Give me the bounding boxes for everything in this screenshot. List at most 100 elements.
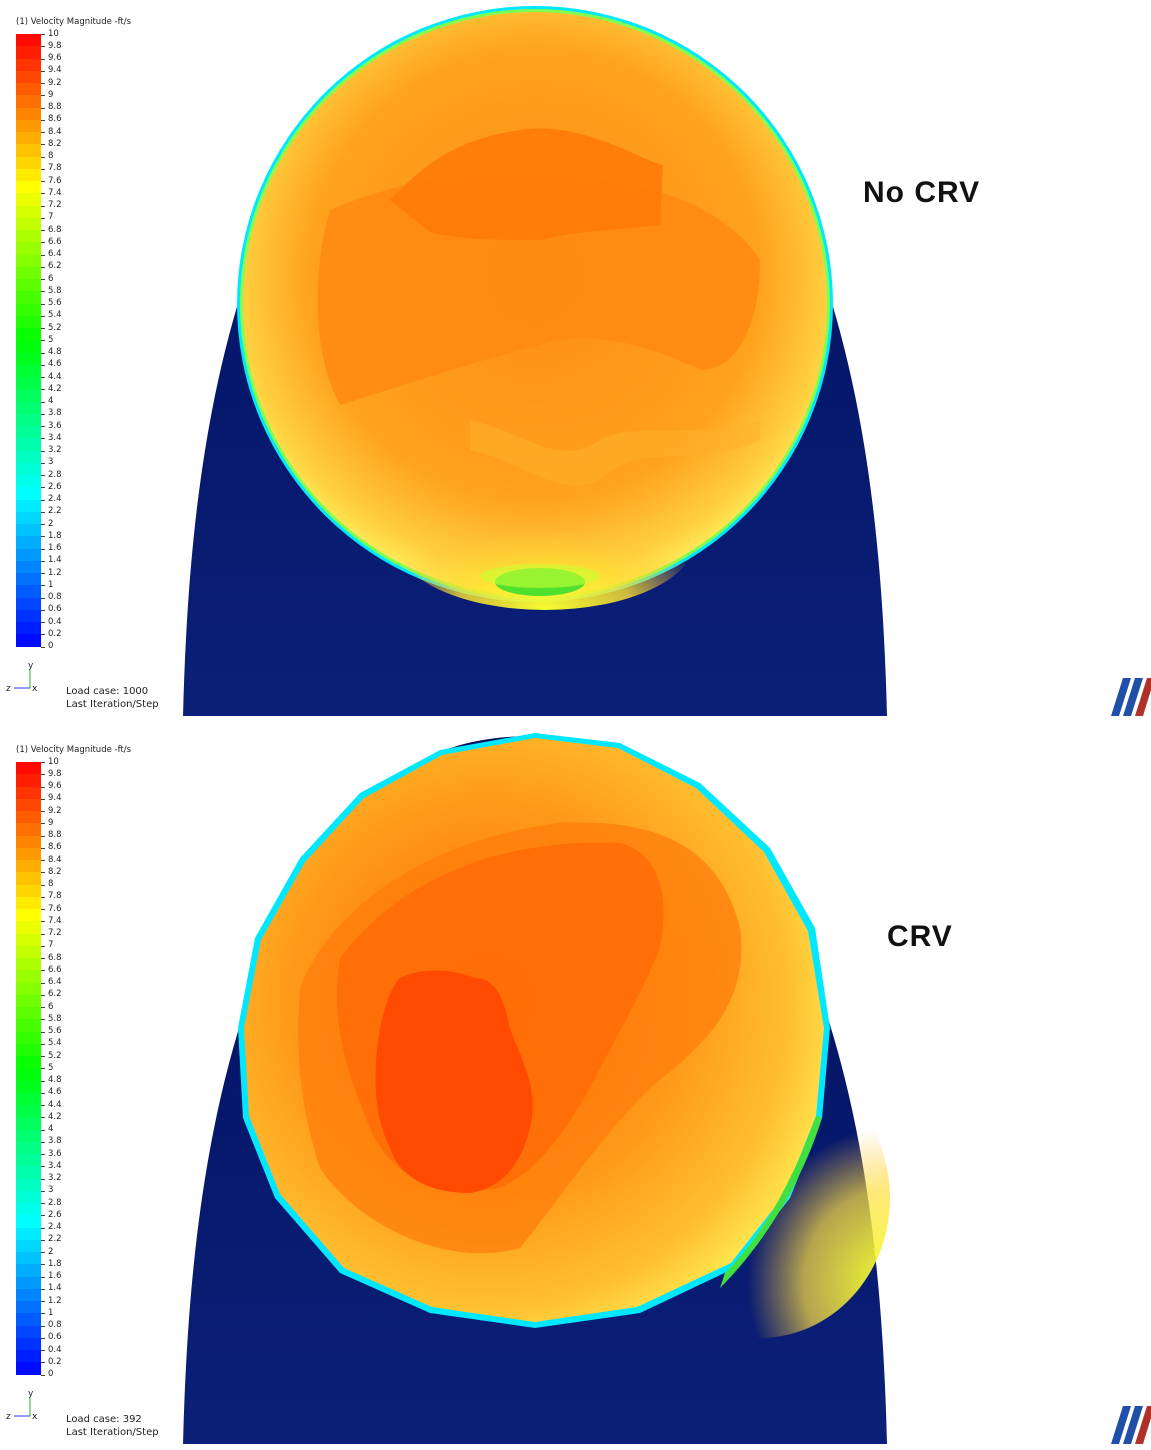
legend-tick-label: 10 [48, 756, 59, 767]
legend-tick-label: 8.4 [48, 854, 62, 865]
velocity-contour-crv [183, 733, 890, 1444]
legend-color-band [16, 1203, 41, 1216]
legend-tick [41, 560, 45, 562]
legend-color-band [16, 58, 41, 72]
legend-tick [41, 83, 45, 84]
legend-tick [41, 315, 45, 317]
legend-color-band [16, 168, 41, 182]
legend-color-band [16, 1129, 41, 1143]
legend-tick-label: 9.8 [48, 768, 62, 779]
legend-tick [41, 291, 45, 293]
legend-tick-label: 7.4 [48, 187, 62, 198]
legend-color-band [16, 811, 41, 824]
legend-tick [41, 774, 45, 776]
legend-tick-label: 4.4 [48, 1099, 62, 1110]
legend-color-band [16, 1105, 41, 1118]
legend-color-band [16, 181, 41, 194]
legend-color-band [16, 217, 41, 231]
legend-color-band [16, 1043, 41, 1057]
legend-color-band [16, 970, 41, 983]
legend-tick-label: 7.8 [48, 163, 62, 174]
legend-tick [41, 573, 45, 574]
legend-color-band [16, 438, 41, 451]
legend-tick [41, 622, 45, 623]
legend-tick [41, 107, 45, 109]
legend-tick-label: 6.4 [48, 249, 62, 259]
legend-tick [41, 328, 45, 329]
legend-color-band [16, 634, 41, 647]
legend-tick-label: 8.2 [48, 138, 62, 149]
legend-tick [41, 1362, 45, 1364]
legend-tick [41, 536, 45, 538]
legend-tick [41, 340, 45, 342]
legend-color-band [16, 193, 41, 206]
legend-color-band [16, 958, 41, 971]
legend-tick [41, 896, 45, 898]
legend-tick [41, 835, 45, 837]
legend-tick-label: 0.8 [48, 1320, 62, 1330]
legend-tick-label: 0 [48, 1369, 54, 1379]
legend-tick-label: 8.2 [48, 866, 62, 877]
legend-tick [41, 144, 45, 146]
legend-tick [41, 958, 45, 959]
legend-color-band [16, 266, 41, 280]
legend-tick-label: 5.8 [48, 285, 62, 296]
legend-color-band [16, 1154, 41, 1167]
legend-tick-label: 3 [48, 457, 54, 468]
legend-color-band [16, 377, 41, 390]
legend-tick [41, 811, 45, 812]
legend-tick-label: 2.4 [48, 494, 62, 504]
legend-tick-label: 7.2 [48, 928, 62, 938]
legend-tick [41, 377, 45, 378]
legend-color-band [16, 786, 41, 800]
legend-tick-label: 2.8 [48, 469, 62, 480]
legend-color-band [16, 921, 41, 934]
legend-tick-label: 3.4 [48, 1160, 62, 1171]
legend-tick [41, 597, 45, 599]
legend-color-band [16, 205, 41, 219]
legend-tick [41, 1178, 45, 1180]
legend-color-band [16, 389, 41, 402]
axis-x-label: x [32, 684, 38, 692]
legend-tick-label: 9.6 [48, 781, 62, 791]
legend-color-band [16, 315, 41, 329]
legend-tick-label: 3.8 [48, 1136, 62, 1147]
legend-color-band [16, 34, 41, 47]
legend-color-band [16, 548, 41, 562]
legend-tick-label: 1.8 [48, 530, 62, 541]
legend-tick-label: 5 [48, 1062, 54, 1073]
legend-tick [41, 58, 45, 60]
legend-tick [41, 279, 45, 280]
legend-color-band [16, 1362, 41, 1375]
legend-color-band [16, 909, 41, 922]
legend-color-band [16, 1276, 41, 1290]
legend-color-band [16, 70, 41, 84]
legend-tick-label: 5.2 [48, 322, 62, 333]
legend-color-band [16, 401, 41, 415]
legend-tick-label: 1.8 [48, 1258, 62, 1269]
legend-tick [41, 426, 45, 427]
legend-tick [41, 1227, 45, 1229]
legend-tick-label: 4.2 [48, 383, 62, 394]
legend-tick-label: 7.6 [48, 903, 62, 914]
legend-tick-label: 2.8 [48, 1197, 62, 1208]
legend-tick [41, 945, 45, 947]
legend-tick-label: 4.8 [48, 347, 62, 357]
legend-tick [41, 1117, 45, 1119]
legend-color-band [16, 1215, 41, 1228]
legend-tick [41, 254, 45, 256]
legend-tick-label: 2.6 [48, 1209, 62, 1220]
legend-tick [41, 181, 45, 182]
legend-tick-label: 4.4 [48, 371, 62, 382]
legend-tick-label: 5.4 [48, 310, 62, 321]
legend-color-band [16, 1031, 41, 1045]
legend-color-band [16, 1239, 41, 1253]
legend-tick-label: 5.4 [48, 1038, 62, 1049]
legend-tick-label: 6 [48, 273, 54, 284]
legend-color-band [16, 1007, 41, 1020]
legend-tick [41, 1068, 45, 1070]
legend-color-band [16, 364, 41, 378]
legend-tick [41, 1043, 45, 1045]
legend-tick [41, 982, 45, 984]
legend-color-band [16, 254, 41, 268]
